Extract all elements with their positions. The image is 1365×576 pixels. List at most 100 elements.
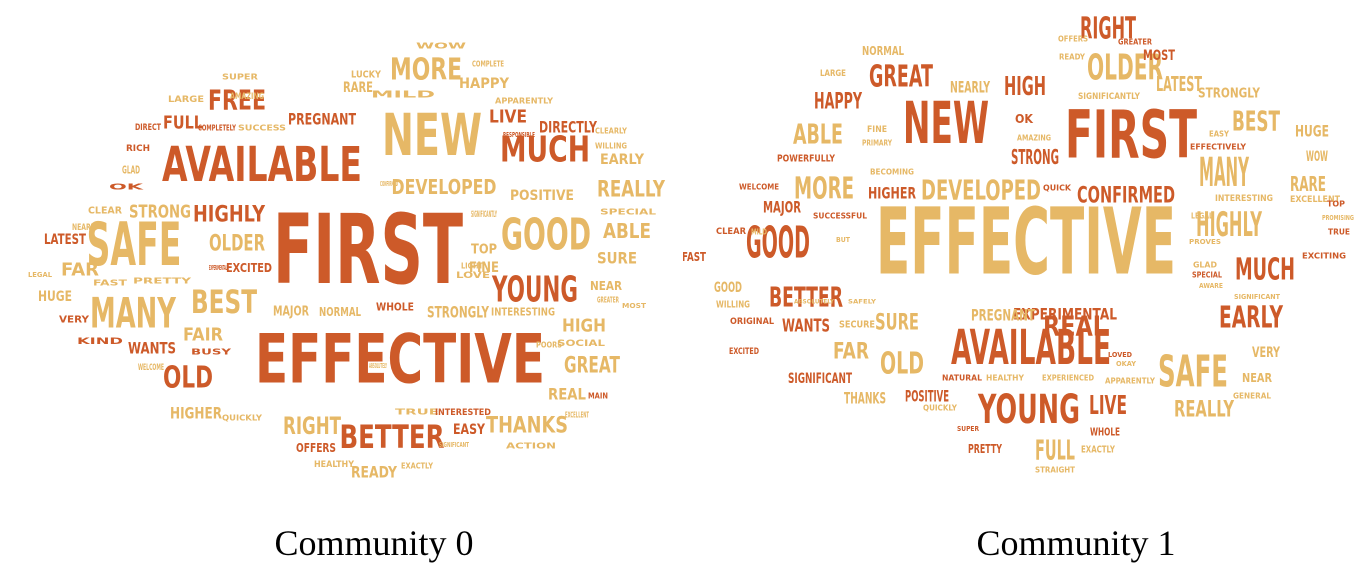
community-0-panel: FIRST EFFECTIVE AVAILABLE NEW SAFE GOOD MANY MU… — [0, 0, 683, 500]
word-pretty: PRETTY — [968, 442, 1002, 456]
word-available: AVAILABLE — [951, 320, 1111, 376]
word-amazing: AMAZING — [230, 92, 264, 102]
word-highly: HIGHLY — [193, 203, 266, 228]
word-secure: SECURE — [839, 320, 875, 331]
word-excited: EXCITED — [226, 261, 272, 275]
word-but: BUT — [836, 236, 850, 244]
word-willing: WILLING — [595, 142, 627, 151]
word-full: FULL — [163, 113, 203, 134]
word-strong: STRONG — [1011, 145, 1059, 169]
word-fast: FAST — [683, 250, 707, 264]
word-general: GENERAL — [1233, 392, 1271, 401]
word-sure: SURE — [875, 311, 919, 336]
word-developed: DEVELOPED — [392, 175, 497, 199]
word-pregnant: PREGNANT — [288, 110, 356, 129]
word-right: RIGHT — [1080, 12, 1136, 47]
word-welcome: WELCOME — [138, 363, 164, 373]
word-welcome: WELCOME — [739, 183, 779, 192]
word-much: MUCH — [500, 130, 590, 171]
word-greater: GREATER — [1118, 38, 1152, 47]
word-excellent: EXCELLENT — [1290, 195, 1341, 205]
word-okay: OKAY — [1116, 360, 1137, 368]
word-major: MAJOR — [763, 198, 801, 217]
word-good-free: GOOD — [714, 280, 742, 296]
word-offers: OFFERS — [296, 441, 336, 455]
word-experimental: EXPERIMENTAL — [1013, 305, 1117, 324]
word-effective: EFFECTIVE — [876, 189, 1176, 296]
word-glad: GLAD — [122, 164, 140, 177]
word-near: NEAR — [1242, 371, 1272, 385]
word-effectively: EFFECTIVELY — [1190, 143, 1246, 152]
word-lucky: LUCKY — [351, 70, 382, 81]
word-real: REAL — [548, 385, 586, 404]
word-special: SPECIAL — [1192, 271, 1222, 280]
word-rich: RICH — [126, 144, 150, 154]
word-healthy: HEALTHY — [314, 460, 354, 470]
word-high: HIGH — [562, 316, 606, 337]
word-significant: SIGNIFICANT — [439, 441, 469, 449]
word-great: GREAT — [869, 60, 933, 95]
word-first: FIRST — [1065, 97, 1197, 174]
word-very: VERY — [1252, 345, 1281, 361]
word-really: REALLY — [1174, 398, 1235, 423]
word-wants: WANTS — [782, 316, 830, 337]
word-special: SPECIAL — [600, 208, 656, 217]
word-willing: WILLING — [716, 300, 750, 311]
word-strongly: STRONGLY — [1198, 87, 1260, 102]
word-exciting: EXCITING — [1302, 252, 1346, 261]
word-more: MORE — [794, 172, 854, 207]
word-good: GOOD — [746, 218, 810, 269]
word-strongly: STRONGLY — [427, 303, 489, 322]
word-large: LARGE — [820, 69, 846, 79]
word-clearly: CLEARLY — [595, 127, 627, 136]
word-poors: POORS — [536, 341, 562, 350]
word-young: YOUNG — [977, 387, 1080, 433]
word-complete: COMPLETE — [472, 60, 504, 69]
word-latest: LATEST — [44, 232, 86, 248]
word-higher: HIGHER — [868, 184, 916, 203]
word-early: EARLY — [600, 152, 645, 168]
word-safe: SAFE — [87, 210, 182, 280]
word-true: TRUE — [1328, 228, 1350, 237]
word-promising: PROMISING — [1322, 214, 1354, 222]
word-interesting: INTERESTING — [1215, 194, 1273, 204]
word-very: VERY — [59, 315, 90, 326]
word-apparently: APPARENTLY — [1105, 377, 1155, 386]
word-experienced: EXPERIENCED — [1042, 374, 1094, 383]
word-most: MOST — [622, 302, 646, 310]
word-first: FIRST — [273, 194, 463, 306]
word-successful: SUCCESSFUL — [813, 212, 867, 221]
word-right: RIGHT — [283, 412, 341, 440]
word-clear: CLEAR — [716, 227, 746, 237]
word-ready: READY — [351, 463, 397, 482]
word-greater: GREATER — [597, 296, 619, 305]
word-fast: FAST — [93, 279, 128, 288]
word-many: MANY — [1199, 150, 1249, 196]
word-significant-2: SIGNIFICANT — [1234, 293, 1280, 301]
word-responsible: RESPONSIBLE — [503, 131, 535, 139]
word-glad: GLAD — [1193, 261, 1217, 270]
word-confirmed: CONFIRMED — [380, 180, 398, 188]
word-wow: WOW — [1306, 149, 1328, 165]
word-highly: HIGHLY — [1196, 205, 1262, 245]
word-natural: NATURAL — [942, 374, 982, 383]
community-0-word-cloud: FIRST EFFECTIVE AVAILABLE NEW SAFE GOOD MANY MU… — [28, 42, 666, 482]
word-ok: OK — [109, 183, 145, 192]
word-live: LIVE — [489, 107, 527, 128]
word-full: FULL — [1035, 434, 1075, 467]
word-thanks: THANKS — [844, 389, 886, 408]
word-powerfully: POWERFULLY — [777, 154, 836, 165]
word-action: ACTION — [506, 442, 556, 451]
word-fine: FINE — [469, 260, 499, 276]
community-1-panel: EFFECTIVE FIRST NEW AVAILABLE DEVELOPED OLDER… — [683, 0, 1365, 500]
word-offers: OFFERS — [1058, 35, 1088, 44]
word-most: MOST — [1143, 48, 1175, 64]
word-higher: HIGHER — [170, 404, 222, 423]
word-true: TRUE — [395, 408, 439, 417]
word-whole: WHOLE — [376, 301, 414, 314]
word-early: EARLY — [1219, 301, 1284, 336]
word-primary: PRIMARY — [862, 139, 892, 148]
word-live: LIVE — [1089, 391, 1127, 421]
word-huge: HUGE — [38, 289, 72, 305]
word-whole: WHOLE — [1090, 426, 1120, 439]
